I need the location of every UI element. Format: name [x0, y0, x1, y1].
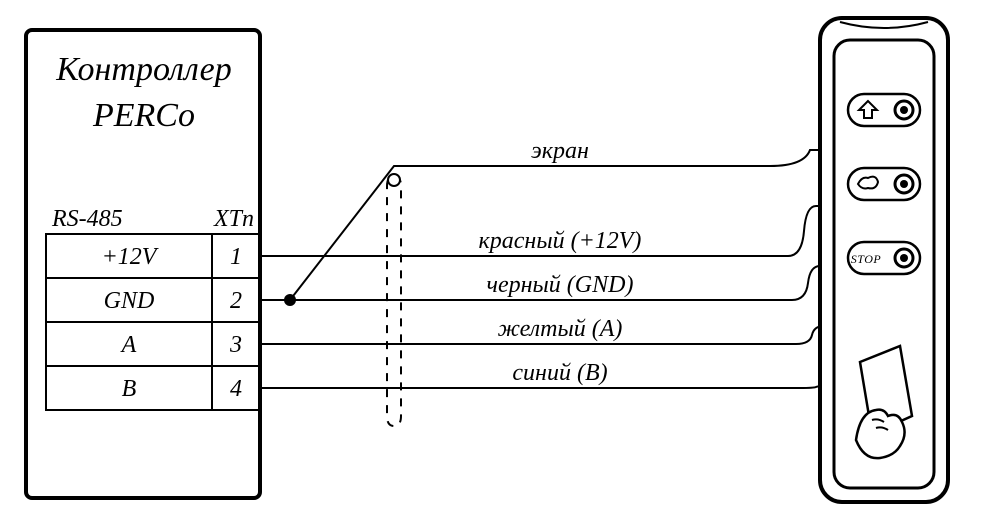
svg-text:GND: GND	[104, 288, 155, 314]
svg-text:A: A	[120, 332, 137, 358]
svg-text:3: 3	[229, 332, 242, 358]
reader-led	[848, 168, 920, 200]
svg-text:B: B	[122, 376, 137, 402]
svg-text:желтый (A): желтый (A)	[498, 316, 623, 342]
svg-text:4: 4	[230, 376, 242, 402]
svg-text:2: 2	[230, 288, 242, 314]
reader-led	[848, 94, 920, 126]
reader-device: STOP	[820, 18, 948, 502]
svg-text:RS-485: RS-485	[51, 206, 123, 232]
svg-text:+12V: +12V	[102, 244, 159, 270]
reader-led: STOP	[848, 242, 920, 274]
svg-text:PERCo: PERCo	[92, 97, 195, 134]
svg-text:синий (B): синий (B)	[512, 360, 607, 386]
svg-text:Контроллер: Контроллер	[55, 51, 231, 88]
svg-text:черный (GND): черный (GND)	[487, 272, 634, 298]
stop-icon: STOP	[851, 252, 882, 266]
svg-text:экран: экран	[531, 138, 589, 164]
svg-text:XTn: XTn	[213, 206, 254, 232]
svg-text:красный (+12V): красный (+12V)	[479, 228, 642, 254]
svg-text:1: 1	[230, 244, 242, 270]
wires: экран красный (+12V) черный (GND) желтый (A…	[260, 138, 834, 388]
